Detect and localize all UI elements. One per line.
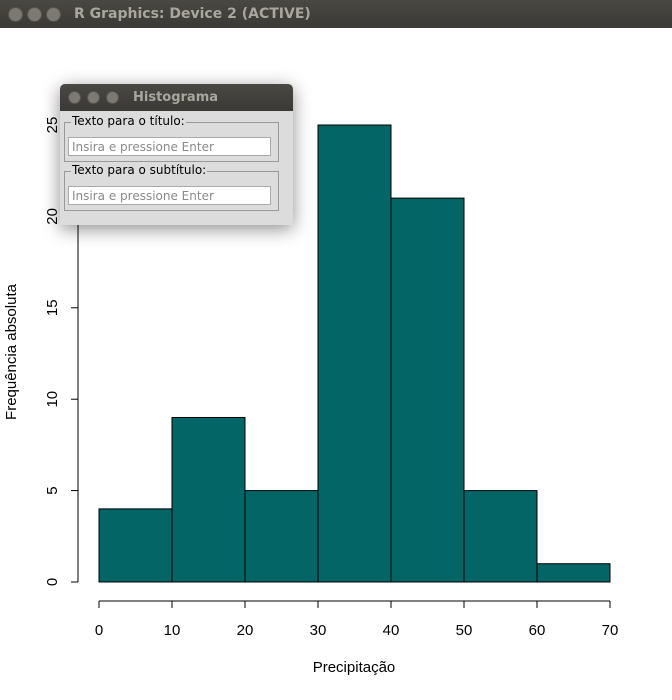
y-tick-label: 10 bbox=[44, 391, 61, 408]
field-legend: Texto para o título: bbox=[71, 114, 186, 128]
dialog: Histograma Texto para o título: Insira e … bbox=[60, 84, 293, 225]
close-button[interactable] bbox=[8, 7, 23, 22]
bar bbox=[171, 416, 246, 583]
x-tick-label: 20 bbox=[237, 622, 254, 639]
maximize-button[interactable] bbox=[106, 91, 119, 104]
x-tick-label: 30 bbox=[310, 622, 327, 639]
titlebar: R Graphics: Device 2 (ACTIVE) bbox=[0, 0, 672, 28]
y-tick-label: 25 bbox=[44, 117, 61, 134]
x-tick-label: 40 bbox=[383, 622, 400, 639]
text-input[interactable]: Insira e pressione Enter bbox=[68, 186, 271, 205]
bar bbox=[463, 490, 538, 583]
fieldset: Texto para o subtítulo: Insira e pression… bbox=[64, 163, 279, 211]
maximize-button[interactable] bbox=[46, 7, 61, 22]
minimize-button[interactable] bbox=[87, 91, 100, 104]
x-tick-label: 10 bbox=[164, 622, 181, 639]
bar bbox=[536, 563, 611, 583]
x-tick-label: 70 bbox=[602, 622, 619, 639]
close-button[interactable] bbox=[68, 91, 81, 104]
bar bbox=[98, 508, 173, 583]
y-axis-label: Frequência absoluta bbox=[3, 283, 20, 420]
x-tick-label: 0 bbox=[95, 622, 103, 639]
y-tick-label: 20 bbox=[44, 208, 61, 225]
bar bbox=[317, 124, 392, 583]
x-tick-label: 60 bbox=[529, 622, 546, 639]
window-title: R Graphics: Device 2 (ACTIVE) bbox=[74, 6, 311, 22]
field-legend: Texto para o subtítulo: bbox=[71, 163, 208, 177]
y-tick-label: 15 bbox=[44, 299, 61, 316]
text-input[interactable]: Insira e pressione Enter bbox=[68, 137, 271, 156]
minimize-button[interactable] bbox=[27, 7, 42, 22]
dialog-title: Histograma bbox=[133, 90, 219, 105]
x-tick-label: 50 bbox=[456, 622, 473, 639]
bar bbox=[244, 490, 319, 583]
bar bbox=[390, 197, 465, 583]
dialog-titlebar: Histograma bbox=[60, 84, 293, 111]
x-axis-label: Precipitação bbox=[313, 659, 396, 676]
fieldset: Texto para o título: Insira e pressione E… bbox=[64, 114, 279, 162]
y-tick-label: 0 bbox=[44, 578, 61, 586]
y-tick-label: 5 bbox=[44, 486, 61, 494]
